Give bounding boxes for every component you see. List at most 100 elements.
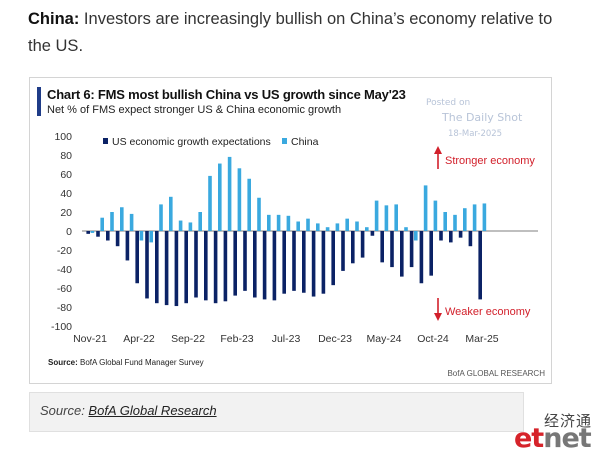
- legend-swatch-china: [282, 138, 287, 144]
- us-bar: [174, 231, 179, 307]
- china-bar: [384, 205, 389, 231]
- china-bar: [316, 223, 320, 231]
- chart-subtitle: Net % of FMS expect stronger US & China …: [47, 104, 342, 116]
- china-bar: [472, 204, 477, 231]
- us-bar: [106, 231, 110, 241]
- china-bar: [443, 212, 447, 231]
- us-bar: [439, 231, 443, 241]
- source-link[interactable]: BofA Global Research: [88, 403, 217, 418]
- china-bar: [169, 196, 173, 231]
- us-bar: [86, 231, 90, 234]
- us-bar: [184, 231, 188, 304]
- y-tick-label: 0: [66, 226, 72, 238]
- us-bar: [360, 231, 365, 258]
- china-bar: [296, 221, 300, 231]
- us-bar: [223, 231, 228, 302]
- us-bar: [96, 231, 100, 237]
- china-bar: [335, 223, 340, 231]
- us-bar: [468, 231, 473, 247]
- title-accent-bar: [37, 87, 41, 116]
- y-tick-label: 60: [60, 169, 72, 181]
- us-bar: [458, 231, 463, 238]
- china-bar: [188, 222, 193, 231]
- source-caption: Source: BofA Global Research: [29, 392, 524, 432]
- us-bar: [419, 231, 424, 284]
- intro-text: Investors are increasingly bullish on Ch…: [28, 10, 553, 55]
- us-bar: [478, 231, 482, 300]
- us-bar: [351, 231, 355, 264]
- weaker-economy-label: Weaker economy: [445, 306, 531, 318]
- y-tick-label: 80: [60, 150, 72, 162]
- china-bar: [276, 214, 281, 231]
- us-bar: [115, 231, 120, 247]
- x-tick-label: May-24: [366, 333, 401, 345]
- china-bar: [198, 212, 202, 231]
- logo-chinese: 经济通: [544, 412, 593, 430]
- china-bar: [139, 231, 144, 241]
- china-bar: [453, 214, 457, 231]
- china-bar: [149, 231, 153, 243]
- us-bar: [135, 231, 139, 284]
- china-bar: [237, 168, 242, 231]
- china-bar: [433, 200, 438, 231]
- watermark-date: 18-Mar-2025: [448, 129, 503, 139]
- logo-et: et: [514, 423, 544, 454]
- chart-title: Chart 6: FMS most bullish China vs US gr…: [47, 87, 406, 102]
- legend-label-china: China: [291, 136, 319, 148]
- china-bar: [463, 208, 467, 231]
- us-bar: [272, 231, 277, 301]
- intro-label: China:: [28, 10, 80, 28]
- us-bar: [292, 231, 296, 291]
- china-bar: [267, 214, 271, 231]
- china-bar: [120, 207, 124, 231]
- us-bar: [400, 231, 404, 277]
- china-bar: [414, 231, 418, 241]
- x-tick-label: Apr-22: [123, 333, 155, 345]
- china-bar: [365, 227, 369, 231]
- china-bar: [178, 220, 183, 231]
- y-tick-label: 40: [60, 188, 72, 200]
- chart-source-label: Source:: [48, 358, 78, 367]
- us-bar: [145, 231, 149, 299]
- x-tick-label: Jul-23: [272, 333, 301, 345]
- china-bar: [90, 231, 95, 233]
- us-bar: [311, 231, 316, 297]
- china-bar: [257, 197, 261, 231]
- us-bar: [302, 231, 306, 293]
- us-bar: [204, 231, 208, 301]
- china-bar: [306, 218, 310, 231]
- us-bar: [331, 231, 335, 286]
- us-bar: [449, 231, 453, 243]
- chart-source-text: BofA Global Fund Manager Survey: [77, 358, 204, 367]
- y-tick-label: -40: [57, 264, 72, 276]
- us-bar: [243, 231, 247, 291]
- us-bar: [380, 231, 384, 263]
- y-tick-label: 100: [54, 131, 72, 143]
- china-bar: [404, 227, 408, 231]
- china-bar: [159, 204, 163, 231]
- y-tick-label: 20: [60, 207, 72, 219]
- y-tick-label: -80: [57, 302, 72, 314]
- legend-swatch-us: [103, 138, 108, 144]
- us-bar: [341, 231, 345, 271]
- intro-paragraph: China: Investors are increasingly bullis…: [28, 6, 568, 60]
- us-bar: [233, 231, 237, 296]
- watermark-site: The Daily Shot: [442, 111, 523, 124]
- x-tick-label: Feb-23: [220, 333, 253, 345]
- caption-prefix: Source:: [40, 403, 89, 418]
- chart-brand: BofA GLOBAL RESEARCH: [447, 369, 545, 378]
- y-tick-label: -100: [51, 321, 72, 333]
- us-bar: [155, 231, 159, 304]
- china-bar: [394, 204, 398, 231]
- logo-net: net: [543, 423, 591, 454]
- us-bar: [164, 231, 169, 306]
- up-arrow-head: [434, 146, 442, 154]
- stronger-economy-label: Stronger economy: [445, 155, 535, 167]
- china-bar: [423, 185, 428, 231]
- x-tick-label: Oct-24: [417, 333, 449, 345]
- x-tick-label: Nov-21: [73, 333, 107, 345]
- china-bar: [345, 218, 349, 231]
- etnet-logo: etnet: [514, 423, 592, 454]
- down-arrow-head: [434, 313, 442, 321]
- y-tick-label: -60: [57, 283, 72, 295]
